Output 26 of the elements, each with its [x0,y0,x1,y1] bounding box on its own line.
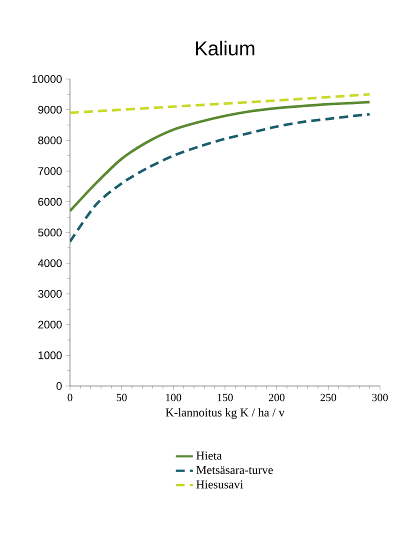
x-tick-label: 200 [268,394,284,402]
y-tick-label: 8000 [38,136,62,144]
x-tick-label: 100 [166,394,182,402]
y-tick-label: 4000 [38,259,62,268]
line-series [70,113,371,244]
y-tick-label: 5000 [38,228,62,236]
legend-label: Hiesusavi [196,480,244,488]
legend-label: Hieta [196,452,222,460]
y-tick-label: 9000 [38,106,62,114]
line-series [70,100,371,212]
x-tick-label: 50 [116,394,127,402]
x-tick-label: 300 [372,394,388,402]
line-series [70,93,371,114]
chart-title: Kalium [196,40,254,56]
x-tick-label: 250 [320,394,336,402]
y-tick-label: 3000 [38,290,62,298]
x-axis-title: K-lannoitus kg K / ha / v [166,408,285,419]
x-tick-label: 150 [218,394,233,402]
y-tick-label: 2000 [38,320,62,328]
y-tick-label: 0 [56,382,62,390]
y-tick-label: 6000 [38,198,62,206]
y-tick-label: 1000 [38,351,62,360]
y-tick-label: 10000 [32,75,62,83]
legend-label: Metsäsara-turve [196,466,273,474]
x-tick-label: 0 [68,394,72,402]
y-tick-label: 7000 [38,167,62,175]
